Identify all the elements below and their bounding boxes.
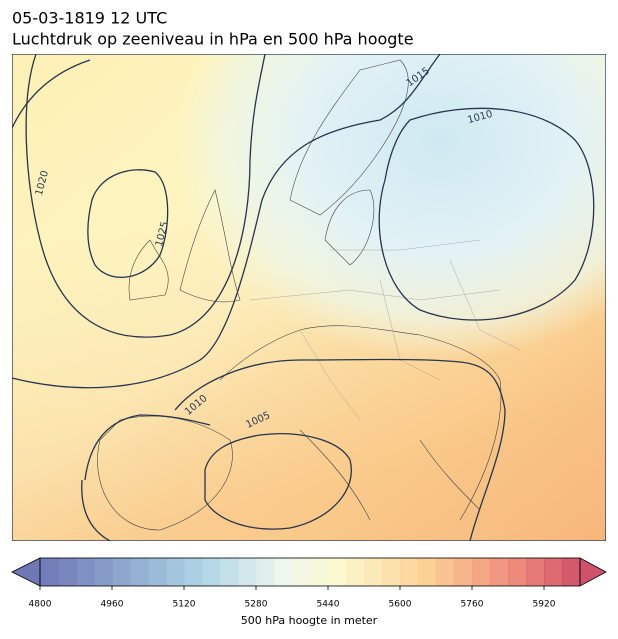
colorbar-segment	[454, 558, 473, 586]
colorbar-segment	[40, 558, 59, 586]
colorbar-segment	[220, 558, 239, 586]
colorbar-tick-label: 5440	[317, 600, 340, 610]
isobar	[174, 358, 506, 541]
isobar	[25, 54, 266, 338]
colorbar-tick-label: 5920	[533, 600, 556, 610]
isobar	[87, 169, 169, 278]
colorbar-segment	[112, 558, 131, 586]
colorbar-segment	[418, 558, 437, 586]
colorbar-segment	[292, 558, 311, 586]
colorbar-segment	[310, 558, 329, 586]
colorbar-label: 500 hPa hoogte in meter	[241, 614, 378, 627]
colorbar-segment	[238, 558, 257, 586]
colorbar-segment	[94, 558, 113, 586]
colorbar-tick-label: 5600	[389, 600, 412, 610]
colorbar-segment	[526, 558, 545, 586]
colorbar-frame	[39, 557, 581, 587]
colorbar-segment	[130, 558, 149, 586]
colorbar-tick-label: 5280	[245, 600, 268, 610]
colorbar-tick-label: 5760	[461, 600, 484, 610]
colorbar-tick-label: 5120	[173, 600, 196, 610]
colorbar-segment	[76, 558, 95, 586]
colorbar-tick-label: 4800	[29, 600, 52, 610]
colorbar-segment	[256, 558, 275, 586]
colorbar-segment	[562, 558, 581, 586]
colorbar-extend-low	[11, 557, 41, 587]
isobar	[12, 59, 91, 129]
isobar	[378, 107, 595, 321]
colorbar-segment	[58, 558, 77, 586]
colorbar-extend-high	[579, 557, 607, 587]
colorbar-segment	[166, 558, 185, 586]
colorbar-segment	[364, 558, 383, 586]
map-low-shade	[12, 54, 606, 541]
colorbar-segment	[274, 558, 293, 586]
colorbar: 4800 4960 5120 5280 5440 5600 5760 5920	[11, 557, 607, 610]
colorbar-segment	[328, 558, 347, 586]
title: 05-03-1819 12 UTC	[12, 9, 167, 28]
subtitle: Luchtdruk op zeeniveau in hPa en 500 hPa…	[12, 30, 414, 49]
colorbar-segment	[400, 558, 419, 586]
colorbar-segment	[508, 558, 527, 586]
colorbar-segment	[472, 558, 491, 586]
colorbar-segment	[184, 558, 203, 586]
colorbar-segment	[544, 558, 563, 586]
isobar	[12, 54, 441, 389]
colorbar-segment	[202, 558, 221, 586]
colorbar-segment	[148, 558, 167, 586]
colorbar-segment	[346, 558, 365, 586]
map	[12, 54, 606, 541]
colorbar-tick-label: 4960	[101, 600, 124, 610]
isobar	[81, 414, 352, 541]
coastline	[97, 59, 502, 531]
colorbar-segment	[436, 558, 455, 586]
colorbar-segment	[490, 558, 509, 586]
colorbar-segment	[382, 558, 401, 586]
